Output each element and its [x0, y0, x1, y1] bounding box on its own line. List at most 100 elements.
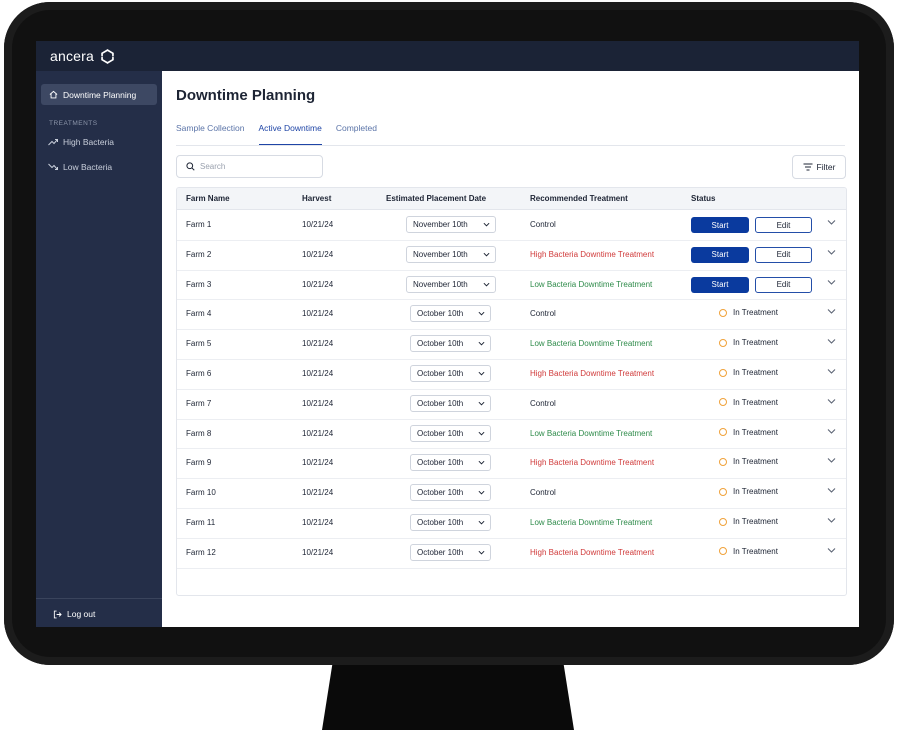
- placement-date-select[interactable]: October 10th: [410, 484, 491, 502]
- chevron-down-icon: [478, 550, 485, 555]
- tab-bar: Sample Collection Active Downtime Comple…: [176, 123, 391, 145]
- header-harvest: Harvest: [302, 194, 332, 203]
- table-row: Farm 5 10/21/24 October 10th Low Bacteria…: [177, 329, 846, 360]
- farm-table: Farm Name Harvest Estimated Placement Da…: [176, 187, 847, 596]
- chevron-down-icon[interactable]: [827, 487, 836, 494]
- placement-date-select[interactable]: October 10th: [410, 543, 491, 561]
- chevron-down-icon: [483, 222, 490, 227]
- status-indicator-icon: [719, 457, 727, 466]
- chevron-down-icon[interactable]: [827, 547, 836, 554]
- placement-date-select[interactable]: October 10th: [410, 305, 491, 323]
- status-badge: In Treatment: [719, 398, 778, 407]
- harvest-cell: 10/21/24: [302, 220, 334, 229]
- placement-date-select[interactable]: October 10th: [410, 514, 491, 531]
- status-badge: In Treatment: [719, 547, 778, 556]
- status-label: In Treatment: [733, 427, 778, 437]
- chevron-down-icon: [478, 491, 485, 495]
- top-bar: ancera: [36, 41, 859, 71]
- placement-date-value: October 10th: [417, 398, 464, 408]
- search-input[interactable]: Search: [176, 155, 323, 178]
- brand-name: ancera: [50, 48, 95, 64]
- status-indicator-icon: [719, 487, 727, 496]
- main-content: Downtime Planning Sample Collection Acti…: [162, 71, 859, 627]
- chevron-down-icon[interactable]: [827, 279, 836, 286]
- treatment-cell: Control: [530, 398, 556, 408]
- chevron-down-icon[interactable]: [827, 249, 836, 256]
- trending-down-icon: [48, 163, 58, 170]
- placement-date-select[interactable]: October 10th: [410, 394, 491, 412]
- harvest-cell: 10/21/24: [302, 369, 334, 378]
- status-label: In Treatment: [733, 517, 778, 526]
- start-button[interactable]: Start: [691, 246, 749, 263]
- sidebar: Downtime Planning TREATMENTS High Bacter…: [36, 71, 162, 627]
- tab-completed[interactable]: Completed: [335, 123, 377, 133]
- status-indicator-icon: [719, 398, 727, 407]
- farm-name-cell: Farm 10: [186, 488, 216, 498]
- sidebar-item-label: Low Bacteria: [63, 162, 113, 172]
- harvest-cell: 10/21/24: [302, 488, 334, 498]
- farm-name-cell: Farm 5: [186, 339, 212, 349]
- placement-date-value: October 10th: [417, 369, 464, 378]
- placement-date-select[interactable]: October 10th: [410, 424, 491, 442]
- status-label: In Treatment: [733, 457, 778, 467]
- status-label: In Treatment: [733, 368, 778, 377]
- placement-date-value: October 10th: [417, 309, 464, 319]
- placement-date-select[interactable]: November 10th: [406, 245, 496, 263]
- status-badge: In Treatment: [719, 308, 778, 317]
- sidebar-item-downtime-planning[interactable]: Downtime Planning: [41, 84, 157, 105]
- table-row: Farm 4 10/21/24 October 10th Control In T…: [177, 299, 846, 331]
- status-label: In Treatment: [733, 487, 778, 497]
- edit-button[interactable]: Edit: [755, 246, 812, 263]
- header-status: Status: [691, 194, 716, 203]
- start-button[interactable]: Start: [691, 217, 749, 233]
- chevron-down-icon: [483, 252, 490, 257]
- placement-date-select[interactable]: October 10th: [410, 454, 491, 472]
- farm-name-cell: Farm 7: [186, 398, 212, 408]
- sidebar-item-low-bacteria[interactable]: Low Bacteria: [48, 162, 112, 172]
- sidebar-item-high-bacteria[interactable]: High Bacteria: [48, 137, 114, 147]
- chevron-down-icon[interactable]: [827, 219, 836, 226]
- treatment-cell: Low Bacteria Downtime Treatment: [530, 279, 653, 289]
- placement-date-select[interactable]: November 10th: [406, 216, 496, 233]
- chevron-down-icon[interactable]: [827, 457, 836, 464]
- treatment-cell: High Bacteria Downtime Treatment: [530, 249, 655, 259]
- table-row: Farm 2 10/21/24 November 10th High Bacter…: [177, 240, 846, 271]
- brand: ancera: [50, 48, 115, 64]
- start-button[interactable]: Start: [691, 276, 749, 293]
- placement-date-select[interactable]: October 10th: [410, 365, 491, 382]
- farm-name-cell: Farm 2: [186, 249, 212, 259]
- chevron-down-icon[interactable]: [827, 368, 836, 375]
- search-icon: [186, 162, 195, 171]
- chevron-down-icon[interactable]: [827, 398, 836, 405]
- chevron-down-icon[interactable]: [827, 428, 836, 435]
- chevron-down-icon: [478, 431, 485, 436]
- placement-date-select[interactable]: November 10th: [406, 275, 496, 293]
- status-indicator-icon: [719, 338, 727, 347]
- header-placement-date: Estimated Placement Date: [386, 194, 487, 203]
- status-badge: In Treatment: [719, 428, 778, 437]
- sidebar-divider: [36, 598, 162, 599]
- chevron-down-icon[interactable]: [827, 338, 836, 345]
- status-label: In Treatment: [733, 308, 778, 318]
- treatment-cell: Low Bacteria Downtime Treatment: [530, 428, 653, 438]
- tab-active-downtime[interactable]: Active Downtime: [258, 123, 322, 145]
- table-row: Farm 11 10/21/24 October 10th Low Bacteri…: [177, 508, 846, 539]
- chevron-down-icon[interactable]: [827, 308, 836, 315]
- harvest-cell: 10/21/24: [302, 309, 334, 319]
- table-row: Farm 7 10/21/24 October 10th Control In T…: [177, 389, 846, 420]
- tab-sample-collection[interactable]: Sample Collection: [176, 123, 245, 133]
- table-row: Farm 1 10/21/24 November 10th Control Star…: [177, 210, 846, 241]
- header-farm-name: Farm Name: [186, 194, 230, 203]
- logout-button[interactable]: Log out: [53, 609, 95, 619]
- chevron-down-icon[interactable]: [827, 517, 836, 524]
- edit-button[interactable]: Edit: [755, 276, 812, 293]
- farm-name-cell: Farm 8: [186, 428, 212, 438]
- placement-date-value: November 10th: [413, 279, 468, 289]
- placement-date-value: November 10th: [413, 249, 468, 259]
- filter-label: Filter: [816, 162, 836, 172]
- filter-button[interactable]: Filter: [792, 155, 846, 179]
- table-row: Farm 6 10/21/24 October 10th High Bacteri…: [177, 359, 846, 390]
- harvest-cell: 10/21/24: [302, 398, 334, 408]
- placement-date-select[interactable]: October 10th: [410, 335, 491, 353]
- edit-button[interactable]: Edit: [755, 217, 812, 233]
